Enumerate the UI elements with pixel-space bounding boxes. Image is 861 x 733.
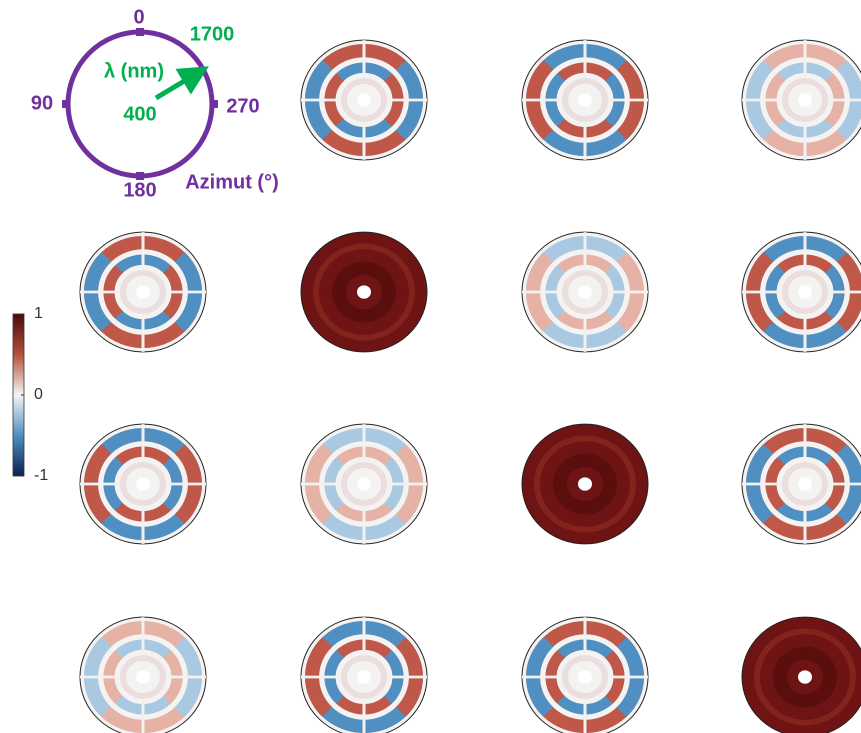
polar-maps: [79, 39, 861, 733]
polar-map: [300, 616, 428, 733]
hole: [578, 285, 592, 299]
polar-map: [741, 616, 861, 733]
ring: [120, 655, 166, 699]
azimuth-tick: 180: [123, 179, 156, 201]
ring: [782, 462, 828, 506]
tick: [136, 172, 144, 180]
hole: [357, 670, 371, 684]
ring: [773, 646, 837, 708]
polar-map: [521, 39, 649, 161]
ring: [103, 639, 183, 715]
hole: [578, 93, 592, 107]
azimuth-label: Azimut (°): [185, 171, 279, 193]
hole: [136, 477, 150, 491]
ring: [553, 453, 617, 515]
ring: [754, 628, 856, 726]
polar-map: [300, 39, 428, 161]
polar-map: [521, 423, 649, 545]
hole: [357, 285, 371, 299]
wavelength-label: λ (nm): [104, 60, 164, 82]
polar-map: [521, 616, 649, 733]
ring: [341, 462, 387, 506]
ring: [545, 639, 625, 715]
ring: [324, 446, 404, 522]
polar-map: [79, 616, 207, 733]
ring: [341, 655, 387, 699]
hole: [798, 670, 812, 684]
polar-map: [79, 231, 207, 353]
polar-map: [300, 231, 428, 353]
ring: [305, 43, 423, 157]
ring: [313, 243, 415, 341]
azimuth-tick: 0: [133, 6, 144, 28]
wavelength-max: 1700: [190, 23, 235, 45]
polar-map: [741, 423, 861, 545]
ring: [341, 78, 387, 122]
key: 0 90 180 270 Azimut (°) λ (nm) 400 1700: [31, 6, 279, 201]
tick: [62, 100, 70, 108]
wavelength-arrow: [154, 66, 209, 101]
hole: [357, 477, 371, 491]
hole: [136, 285, 150, 299]
ring: [562, 655, 608, 699]
hole: [136, 670, 150, 684]
tick: [210, 100, 218, 108]
ring: [765, 254, 845, 330]
ring: [562, 78, 608, 122]
ring: [545, 254, 625, 330]
polar-map: [79, 423, 207, 545]
hole: [578, 670, 592, 684]
ring: [324, 639, 404, 715]
hole: [578, 477, 592, 491]
hole: [798, 477, 812, 491]
polar-map: [741, 231, 861, 353]
polar-map: [521, 231, 649, 353]
ring: [534, 435, 636, 533]
ring: [562, 270, 608, 314]
hole: [798, 285, 812, 299]
ring: [103, 254, 183, 330]
ring: [782, 78, 828, 122]
azimuth-tick: 90: [31, 92, 53, 114]
ring: [332, 261, 396, 323]
polar-map: [741, 39, 861, 161]
ring: [765, 446, 845, 522]
ring: [120, 462, 166, 506]
tick: [136, 28, 144, 36]
colorbar: 1 0 -1: [12, 305, 48, 484]
hole: [798, 93, 812, 107]
polar-map: [300, 423, 428, 545]
hole: [357, 93, 371, 107]
ring: [120, 270, 166, 314]
colorbar-tick-label: -1: [34, 467, 48, 484]
ring: [103, 446, 183, 522]
colorbar-tick-label: 0: [34, 386, 43, 403]
colorbar-tick-label: 1: [34, 305, 43, 322]
ring: [782, 270, 828, 314]
azimuth-tick: 270: [226, 95, 259, 117]
wavelength-min: 400: [123, 103, 156, 125]
